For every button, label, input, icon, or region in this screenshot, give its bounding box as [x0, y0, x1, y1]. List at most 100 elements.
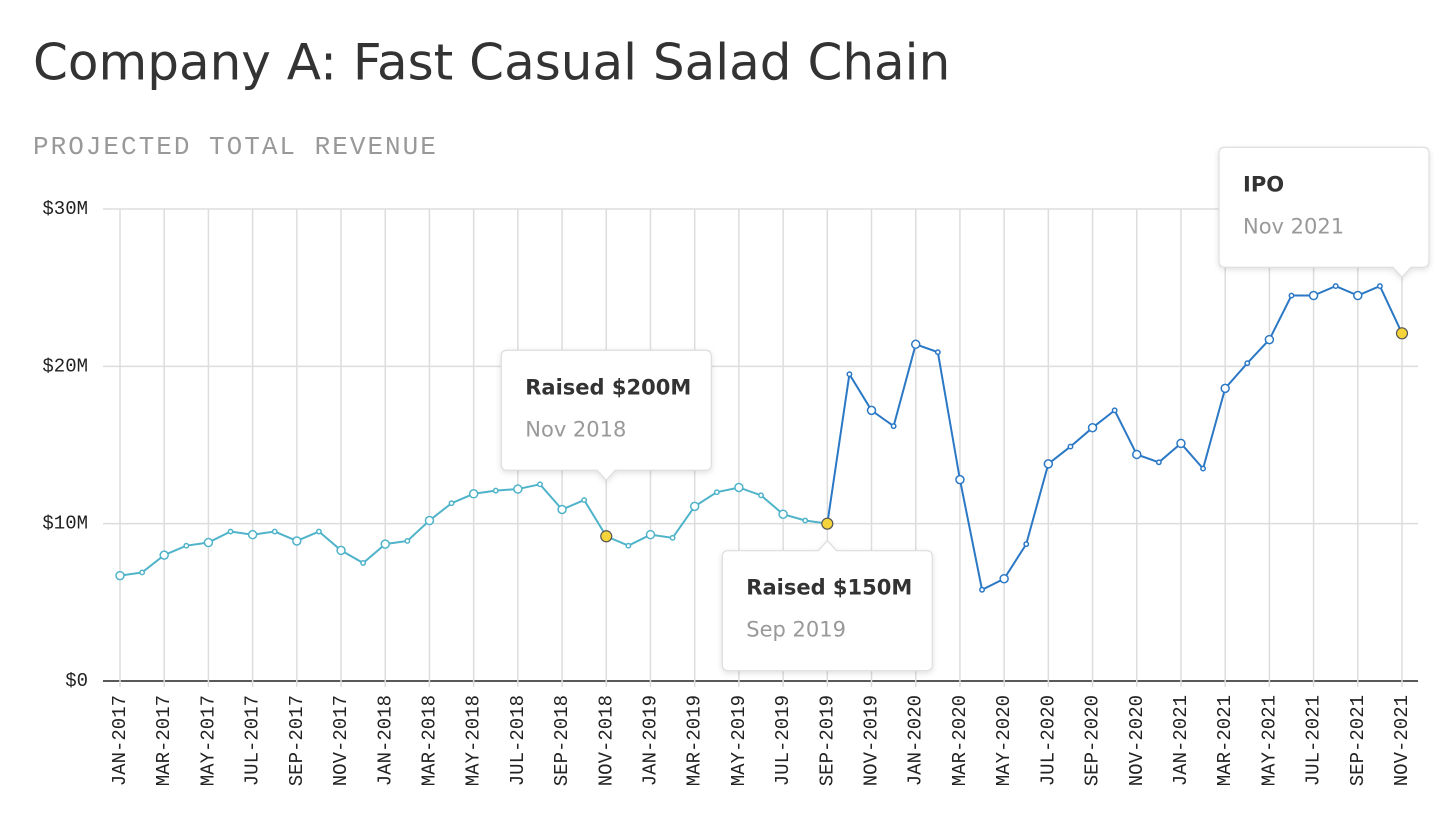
data-point — [315, 528, 322, 535]
x-tick-label: JAN-2020 — [905, 695, 927, 786]
data-point — [1308, 290, 1319, 301]
data-point — [1220, 383, 1230, 394]
data-point — [537, 481, 543, 488]
x-tick-label: MAR-2021 — [1214, 695, 1236, 786]
x-tick-label: MAY-2018 — [463, 695, 485, 786]
data-point — [1043, 459, 1054, 469]
data-point — [846, 371, 853, 378]
x-tick-label: SEP-2020 — [1082, 695, 1104, 786]
data-point — [1353, 290, 1363, 301]
data-point — [360, 560, 367, 566]
data-point — [183, 542, 190, 549]
x-tick-label: JAN-2017 — [109, 695, 131, 786]
data-point — [1111, 407, 1118, 414]
data-point — [227, 528, 234, 535]
chart-title: Company A: Fast Casual Salad Chain — [33, 34, 950, 92]
x-tick-label: SEP-2021 — [1347, 695, 1369, 786]
x-tick-label: JAN-2018 — [374, 695, 396, 786]
data-point — [424, 515, 435, 526]
x-tick-label: MAR-2020 — [949, 695, 971, 786]
x-tick-label: MAY-2017 — [197, 695, 219, 786]
data-point — [380, 539, 390, 549]
x-tick-label: SEP-2018 — [551, 695, 573, 786]
x-tick-label: MAY-2020 — [993, 695, 1015, 786]
y-tick-label: $20M — [42, 355, 88, 377]
data-point — [821, 517, 834, 530]
data-point — [581, 497, 588, 504]
data-point — [866, 405, 877, 416]
x-tick-label: NOV-2021 — [1391, 695, 1413, 786]
data-point — [448, 500, 455, 507]
annotation-title: Raised $200M — [525, 375, 691, 399]
data-point — [468, 489, 479, 499]
data-point — [778, 509, 788, 519]
x-tick-label: NOV-2018 — [595, 695, 617, 786]
annotation-title: IPO — [1243, 172, 1284, 196]
x-tick-label: JUL-2018 — [507, 695, 529, 786]
x-tick-label: JUL-2019 — [772, 695, 794, 786]
annotation-date: Nov 2018 — [525, 417, 626, 441]
data-point — [910, 339, 921, 350]
data-point — [336, 545, 346, 556]
data-point — [1288, 292, 1295, 299]
data-point — [1332, 283, 1339, 290]
data-point — [1132, 449, 1142, 460]
data-point — [1176, 438, 1186, 449]
data-point — [999, 573, 1009, 584]
annotation: Raised $150M Sep 2019 — [721, 539, 933, 672]
annotation-box — [721, 539, 933, 672]
data-point — [734, 482, 744, 493]
data-point — [1067, 443, 1074, 450]
x-tick-label: NOV-2020 — [1126, 695, 1148, 786]
x-tick-label: NOV-2017 — [330, 695, 352, 786]
data-point — [890, 423, 897, 430]
annotation-title: Raised $150M — [746, 576, 912, 600]
annotation-date: Sep 2019 — [746, 618, 846, 642]
y-tick-label: $30M — [42, 198, 88, 220]
data-point — [758, 492, 764, 499]
y-tick-label: $10M — [42, 513, 88, 535]
data-point — [802, 517, 809, 524]
data-point — [669, 534, 676, 541]
annotation-box — [500, 349, 712, 482]
data-point — [625, 542, 632, 549]
data-point — [689, 501, 700, 512]
y-tick-label: $0 — [65, 670, 88, 692]
data-point — [513, 484, 523, 494]
x-tick-label: JAN-2019 — [639, 695, 661, 786]
data-point — [247, 529, 258, 540]
data-point — [955, 474, 965, 485]
x-tick-label: MAY-2019 — [728, 695, 750, 786]
annotation: IPO Nov 2021 — [1218, 146, 1430, 279]
data-point — [159, 550, 169, 560]
annotation-date: Nov 2021 — [1243, 214, 1344, 238]
data-point — [1395, 327, 1409, 340]
x-tick-label: NOV-2019 — [861, 695, 883, 786]
data-point — [713, 489, 720, 496]
x-tick-label: MAR-2018 — [418, 695, 440, 786]
data-point — [139, 569, 146, 576]
x-tick-label: SEP-2017 — [286, 695, 308, 786]
data-point — [492, 487, 499, 494]
annotation: Raised $200M Nov 2018 — [500, 349, 712, 482]
data-point — [645, 529, 656, 540]
x-tick-label: JAN-2021 — [1170, 695, 1192, 786]
x-tick-label: MAR-2017 — [153, 695, 175, 786]
data-point — [1087, 422, 1098, 433]
data-point — [979, 586, 985, 593]
x-tick-label: MAR-2019 — [684, 695, 706, 786]
x-tick-label: JUL-2021 — [1303, 695, 1325, 786]
chart-subtitle: PROJECTED TOTAL REVENUE — [33, 132, 438, 162]
x-tick-label: JUL-2017 — [242, 695, 264, 786]
data-point — [1264, 334, 1275, 345]
data-point — [115, 570, 125, 581]
x-tick-label: SEP-2019 — [816, 695, 838, 786]
data-point — [1200, 465, 1207, 472]
data-point — [600, 530, 613, 543]
line — [826, 284, 1403, 592]
data-point — [1023, 541, 1030, 548]
data-point — [203, 537, 214, 548]
data-point — [1244, 360, 1251, 367]
x-tick-label: JUL-2020 — [1037, 695, 1059, 786]
